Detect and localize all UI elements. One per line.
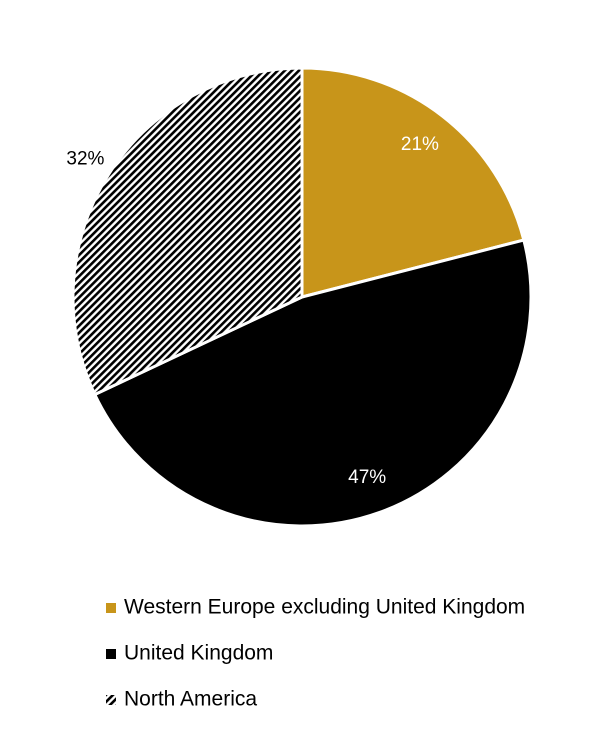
legend-label: United Kingdom	[124, 642, 273, 665]
pie-slice	[300, 66, 526, 299]
data-label: 47%	[348, 467, 386, 488]
legend-marker	[106, 603, 116, 613]
pie-slice	[71, 66, 304, 397]
legend-marker	[106, 649, 116, 659]
legend-marker	[106, 695, 116, 705]
data-label: 21%	[401, 134, 439, 155]
data-label: 32%	[66, 149, 104, 170]
pie-slice	[92, 238, 533, 528]
legend-label: Western Europe excluding United Kingdom	[124, 596, 525, 619]
legend-label: North America	[124, 688, 257, 711]
